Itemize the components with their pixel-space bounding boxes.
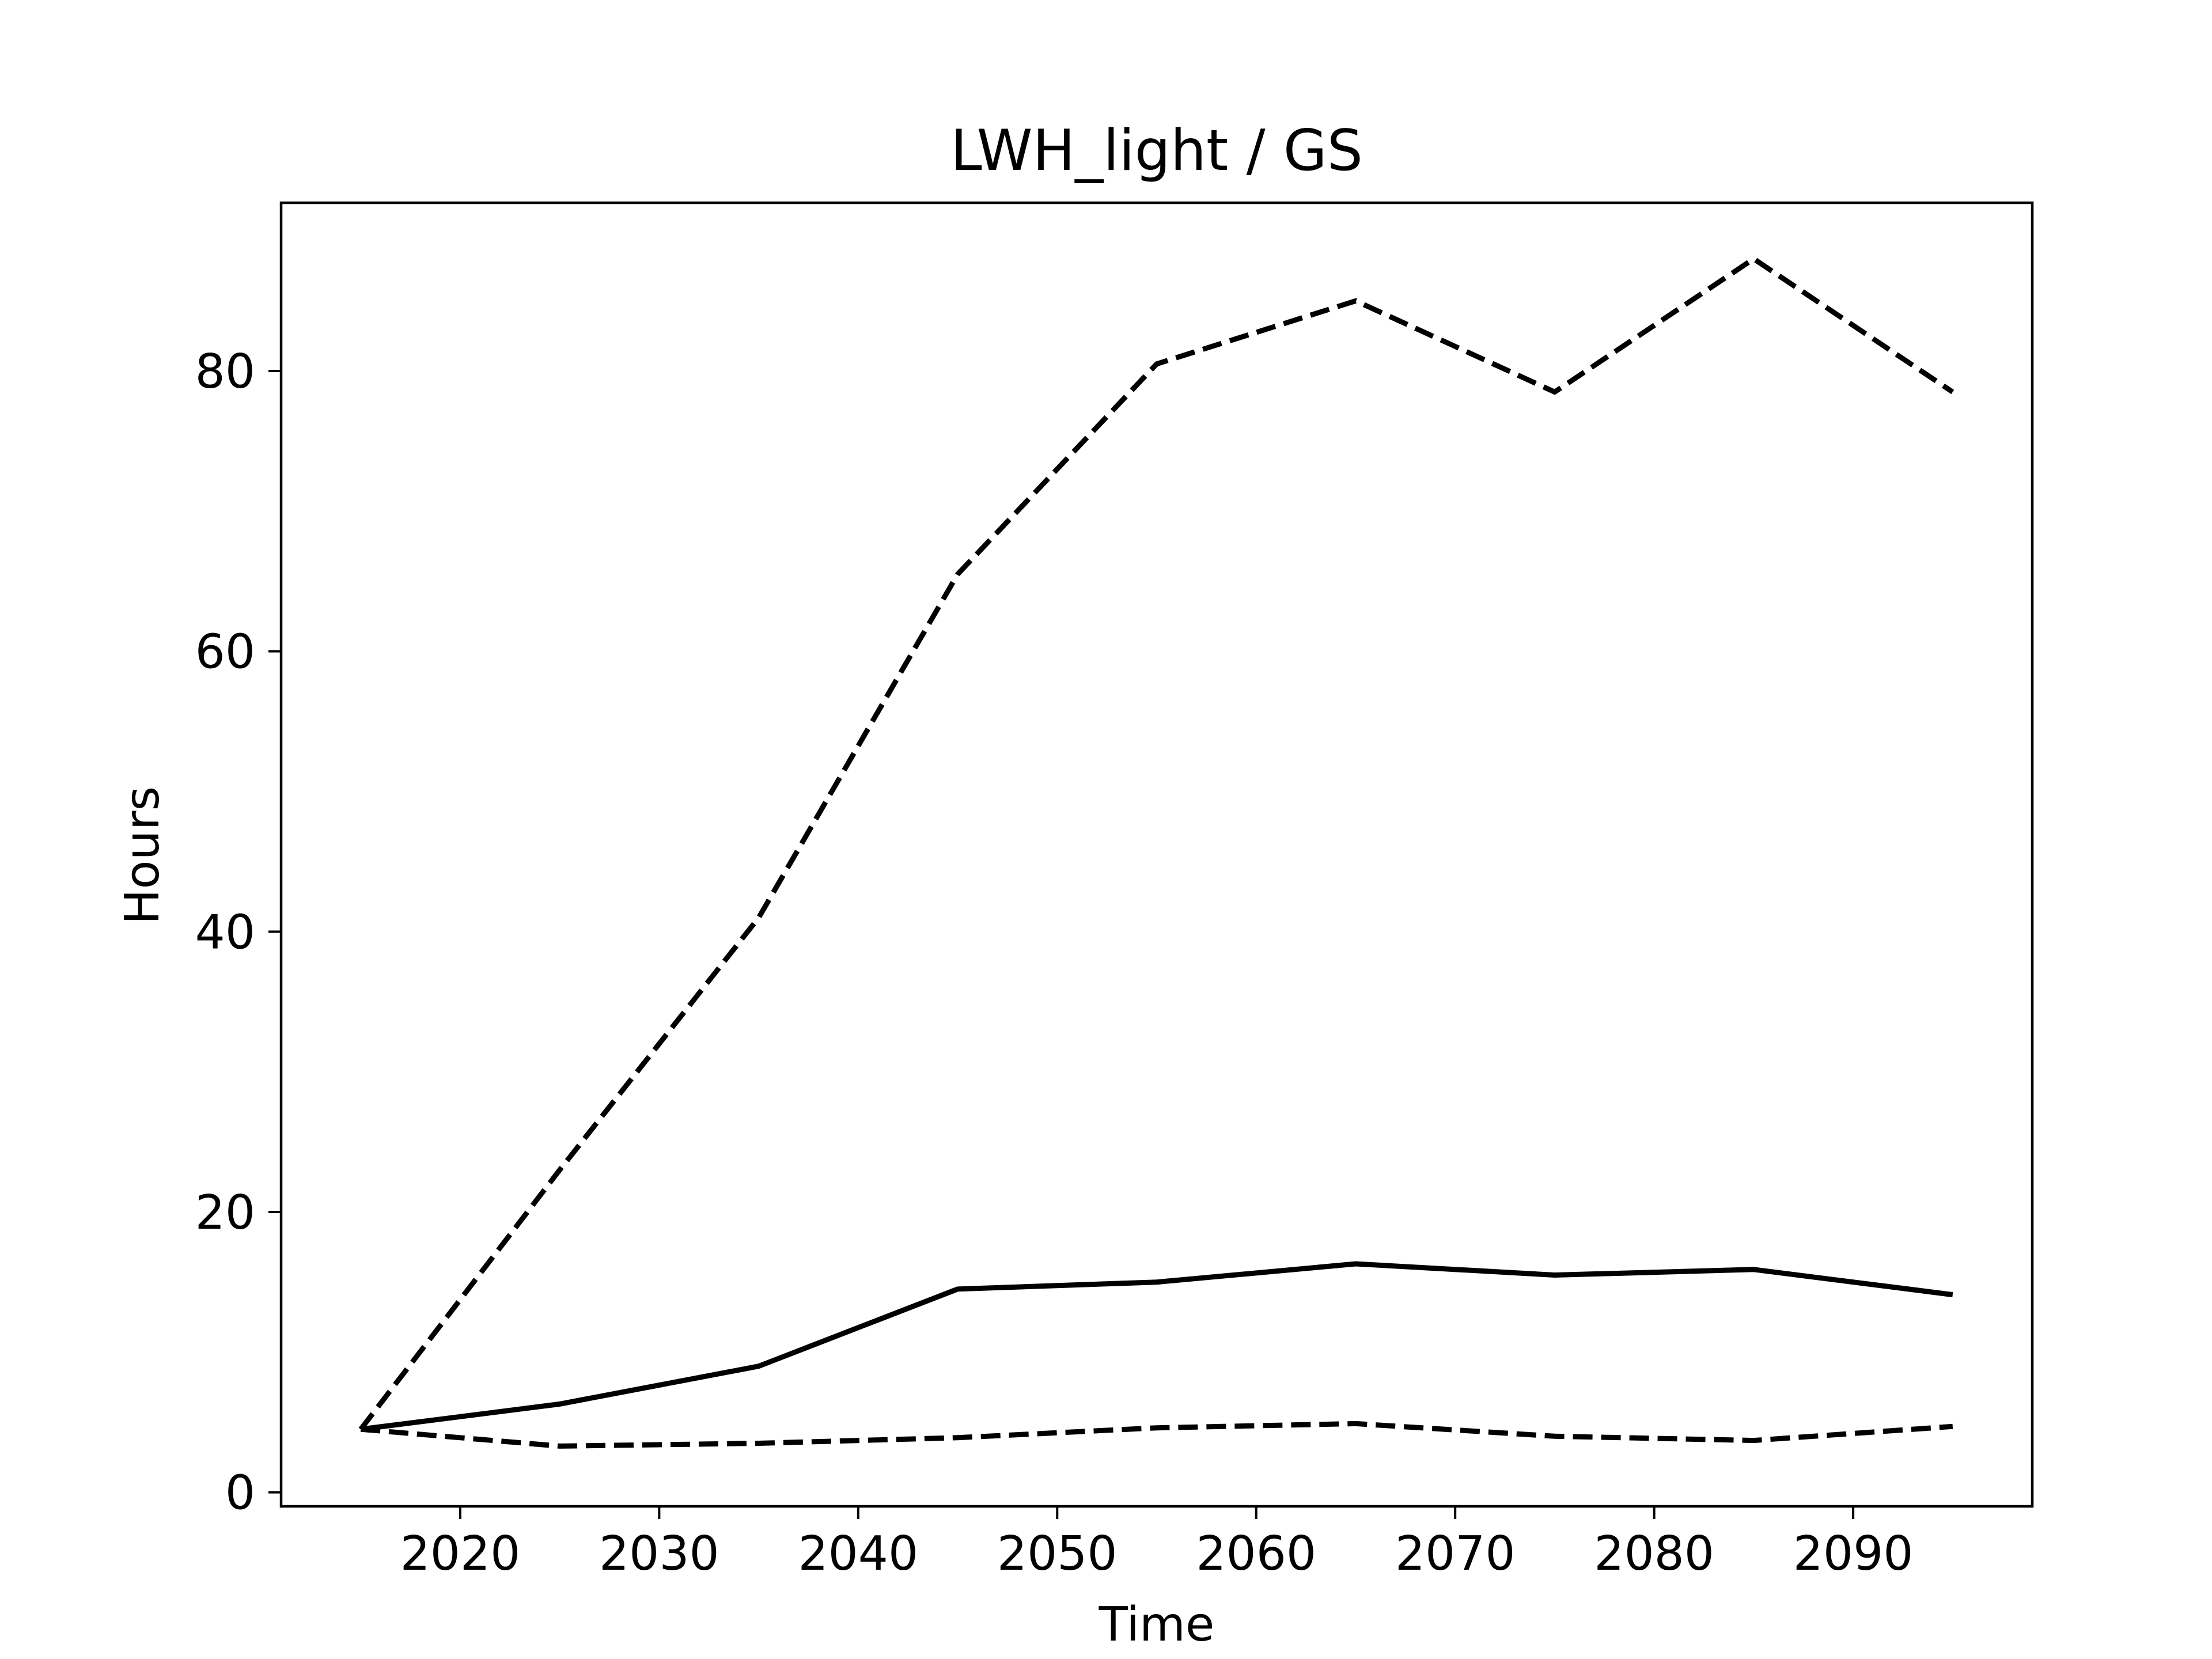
x-tick-label: 2070 (1395, 1527, 1516, 1581)
x-axis-label: Time (1099, 1597, 1215, 1652)
y-tick-label: 20 (195, 1185, 255, 1240)
chart-title: LWH_light / GS (950, 118, 1363, 184)
y-tick-label: 0 (225, 1466, 255, 1521)
x-tick-label: 2030 (599, 1527, 719, 1581)
y-axis-ticks: 0 20 40 60 80 (195, 344, 281, 1521)
series-layer (358, 255, 1955, 1449)
series-line-3 (360, 1421, 1953, 1449)
x-axis-ticks: 2020 2030 2040 2050 2060 2070 2080 2090 (400, 1506, 1914, 1581)
y-tick-label: 40 (195, 905, 255, 960)
x-tick-label: 2020 (400, 1527, 521, 1581)
x-tick-label: 2050 (997, 1527, 1118, 1581)
series-line-1 (358, 255, 1955, 1431)
y-tick-label: 60 (195, 625, 255, 680)
series-line-2 (360, 1261, 1953, 1432)
x-tick-label: 2080 (1594, 1527, 1714, 1581)
x-tick-label: 2060 (1196, 1527, 1316, 1581)
x-tick-label: 2090 (1793, 1527, 1914, 1581)
x-tick-label: 2040 (798, 1527, 918, 1581)
y-tick-label: 80 (195, 344, 255, 399)
y-axis-label: Hours (115, 786, 170, 925)
axes-frame (279, 201, 2034, 1508)
